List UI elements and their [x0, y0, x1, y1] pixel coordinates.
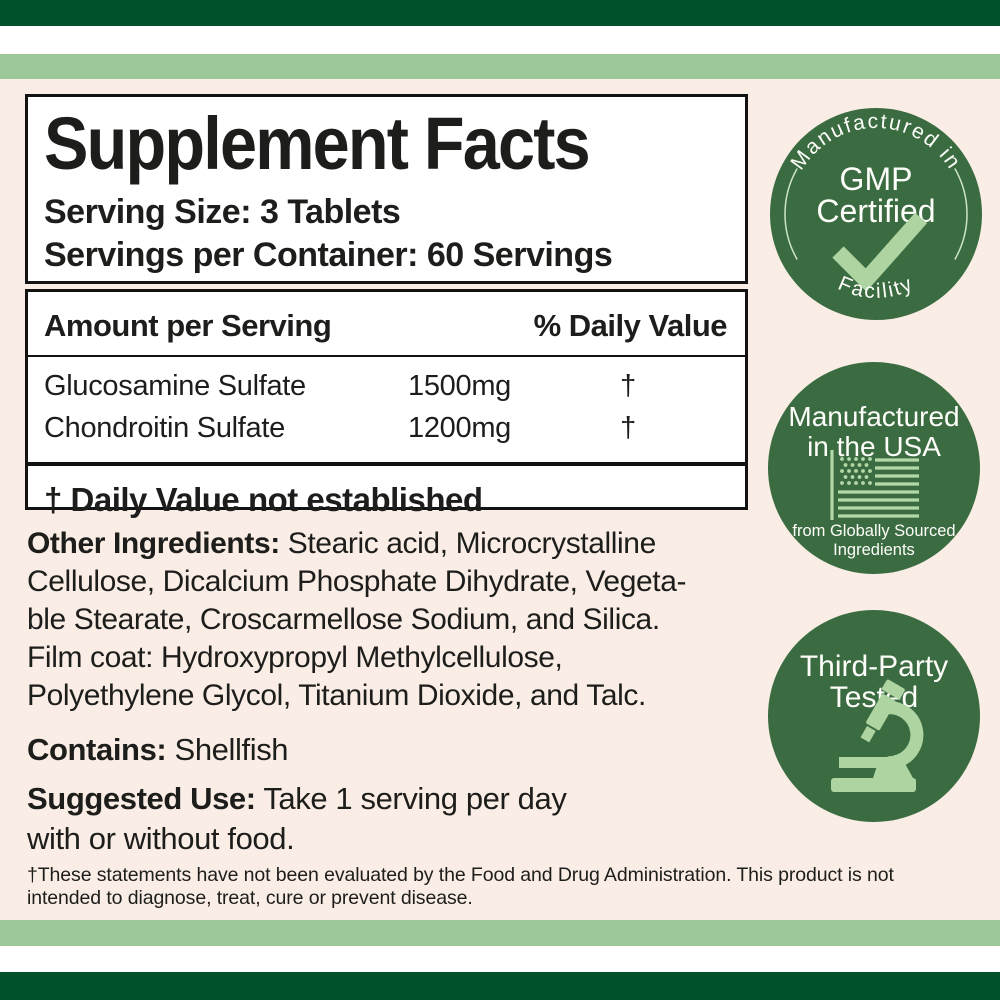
badge-subtext2: Ingredients [833, 541, 915, 559]
nutrient-name: Glucosamine Sulfate [44, 370, 306, 402]
top-stripe-dark [0, 0, 1000, 26]
tested-badge-graphic: Third-Party Tested [768, 610, 980, 822]
supplement-facts-title-box: Supplement Facts Serving Size: 3 Tablets… [25, 94, 748, 284]
contains-label: Contains: [27, 732, 167, 767]
top-stripe-white [0, 26, 1000, 54]
other-ingredients-text: Stearic acid, Microcrystalline Cellulose,… [27, 527, 687, 712]
suggested-use-text: Take 1 serving per day with or without fo… [27, 781, 567, 856]
usa-badge-graphic: Manufactured in the USA [768, 362, 980, 574]
column-header-daily-value: % Daily Value [533, 308, 728, 343]
flag-stars-dots [840, 457, 872, 485]
table-row: Glucosamine Sulfate 1500mg † [28, 366, 745, 408]
badge-circle [770, 108, 982, 320]
nutrient-amount: 1200mg [408, 412, 511, 444]
badge-subtext1: from Globally Sourced [792, 522, 955, 540]
badge-line1: Third-Party [800, 650, 948, 683]
inner-ring-right-arc [954, 168, 968, 260]
suggested-use-paragraph: Suggested Use: Take 1 serving per day wit… [27, 779, 747, 859]
usa-flag-icon [830, 450, 919, 520]
serving-size: Serving Size: 3 Tablets [44, 193, 401, 231]
nutrient-daily-value: † [620, 412, 636, 444]
badge-line1: GMP [840, 161, 913, 197]
bottom-stripe-dark [0, 972, 1000, 1000]
supplement-facts-table-box: Amount per Serving % Daily Value Glucosa… [25, 289, 748, 518]
bottom-stripe-white [0, 946, 1000, 972]
badge-line2: in the USA [807, 431, 941, 462]
table-row: Chondroitin Sulfate 1200mg † [28, 408, 745, 450]
suggested-use-label: Suggested Use: [27, 781, 256, 816]
contains-line: Contains: Shellfish [27, 732, 747, 768]
facts-rows: Glucosamine Sulfate 1500mg † Chondroitin Su… [28, 357, 745, 462]
contains-text: Shellfish [166, 732, 289, 767]
inner-ring-left-arc [784, 168, 798, 260]
facts-table-header: Amount per Serving % Daily Value [28, 292, 745, 357]
bottom-stripe-light [0, 920, 1000, 946]
other-ingredients-label: Other Ingredients: [27, 527, 280, 560]
fda-disclaimer: †These statements have not been evaluate… [27, 864, 894, 909]
other-ingredients-paragraph: Other Ingredients: Stearic acid, Microcr… [27, 525, 747, 715]
badge-line1: Manufactured [788, 401, 959, 432]
badge-circle [768, 362, 980, 574]
top-stripe-light [0, 54, 1000, 79]
nutrient-amount: 1500mg [408, 370, 511, 402]
checkmark-icon [832, 212, 927, 292]
third-party-tested-badge: Third-Party Tested [768, 610, 980, 822]
servings-per-container: Servings per Container: 60 Servings [44, 236, 613, 274]
supplement-facts-title: Supplement Facts [44, 102, 591, 185]
nutrient-name: Chondroitin Sulfate [44, 412, 285, 444]
gmp-badge-graphic: Manufactured in GMP Certified Facility [770, 108, 982, 320]
made-in-usa-badge: Manufactured in the USA [768, 362, 980, 574]
nutrient-daily-value: † [620, 370, 636, 402]
column-header-amount: Amount per Serving [44, 308, 332, 343]
microscope-icon [831, 679, 924, 792]
daily-value-note: † Daily Value not established [28, 462, 745, 519]
gmp-certified-badge: Manufactured in GMP Certified Facility [770, 108, 982, 320]
